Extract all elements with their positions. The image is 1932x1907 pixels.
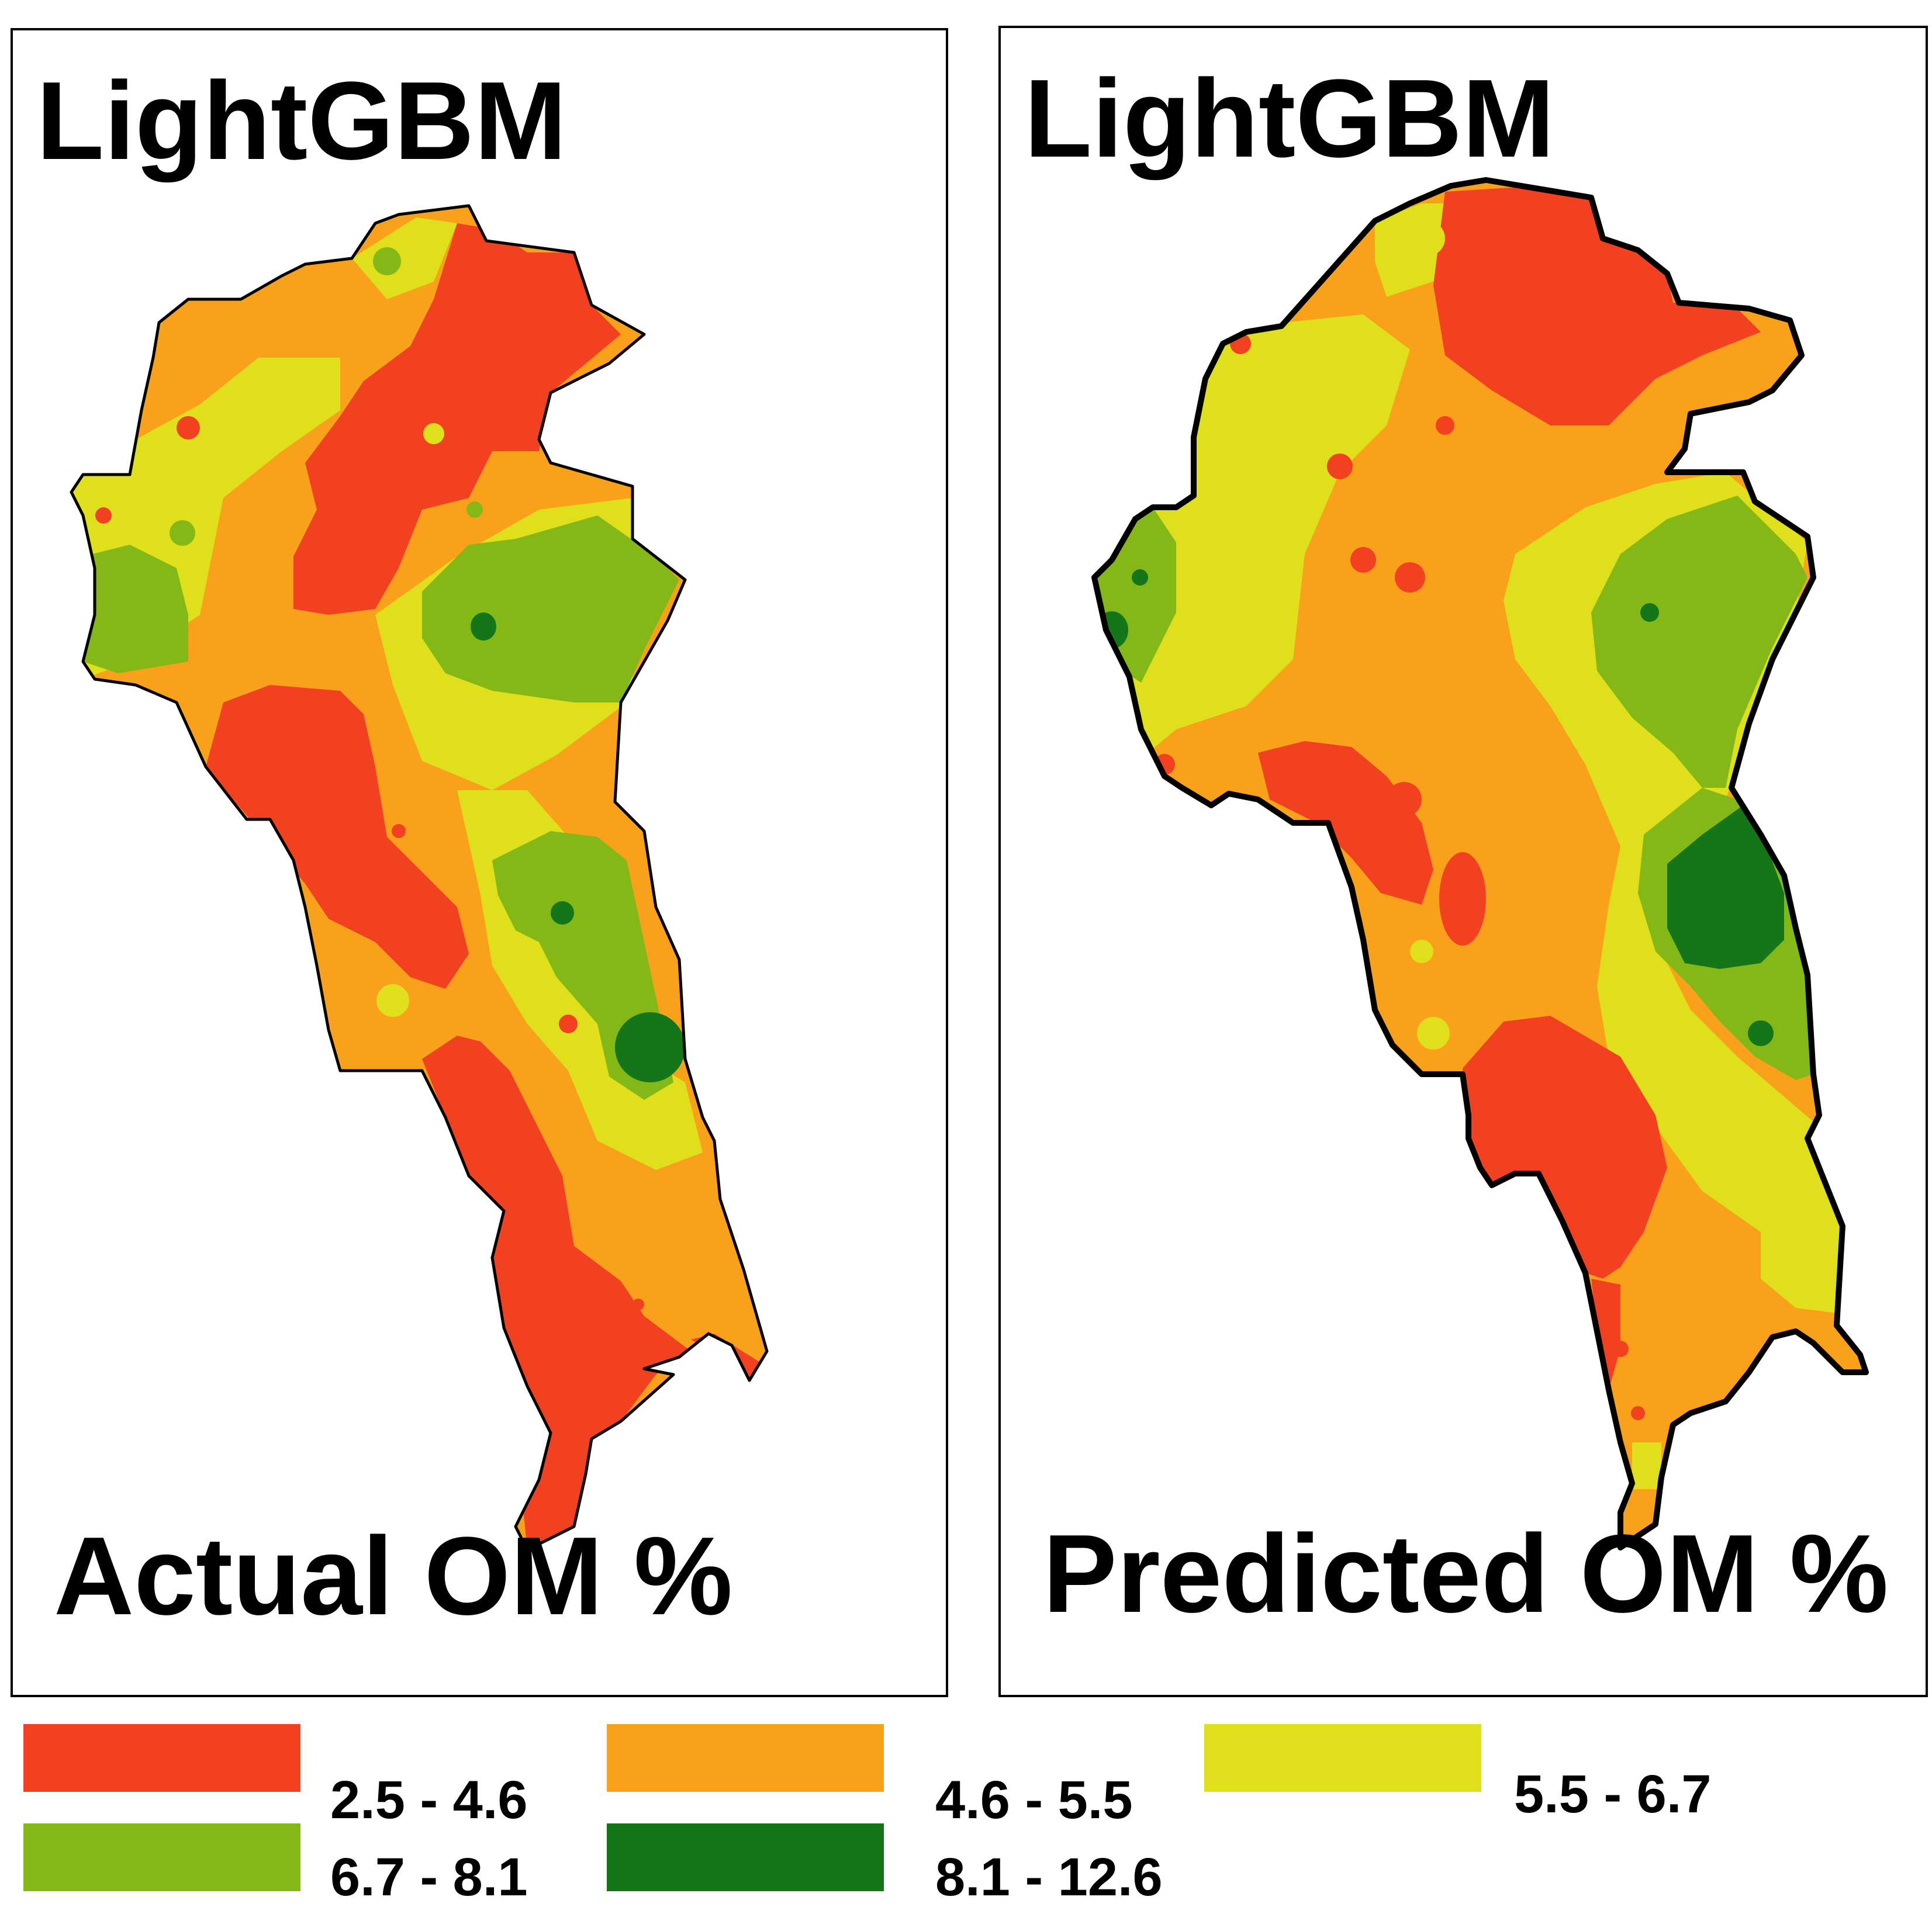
legend-swatch-6-7-8-1 [23,1823,300,1891]
map-panel-predicted: LightGBM [998,26,1928,1697]
legend-label-8-1-12-6: 8.1 - 12.6 [935,1847,1163,1907]
legend-swatch-8-1-12-6 [607,1823,884,1891]
map-caption: Predicted OM % [1043,1512,1889,1636]
model-title: LightGBM [1024,57,1555,181]
om-map-predicted [1001,28,1928,1697]
map-panel-actual: LightGBM [11,28,948,1697]
om-map-actual [13,30,948,1697]
model-title: LightGBM [36,59,567,183]
legend-label-5-5-6-7: 5.5 - 6.7 [1514,1764,1712,1824]
legend-label-6-7-8-1: 6.7 - 8.1 [330,1847,528,1907]
legend-swatch-5-5-6-7 [1204,1724,1481,1792]
map-caption: Actual OM % [54,1514,733,1638]
legend-swatch-4-6-5-5 [607,1724,884,1792]
legend-swatch-2-5-4-6 [23,1724,300,1792]
legend-label-4-6-5-5: 4.6 - 5.5 [935,1770,1133,1830]
legend-label-2-5-4-6: 2.5 - 4.6 [330,1770,528,1830]
